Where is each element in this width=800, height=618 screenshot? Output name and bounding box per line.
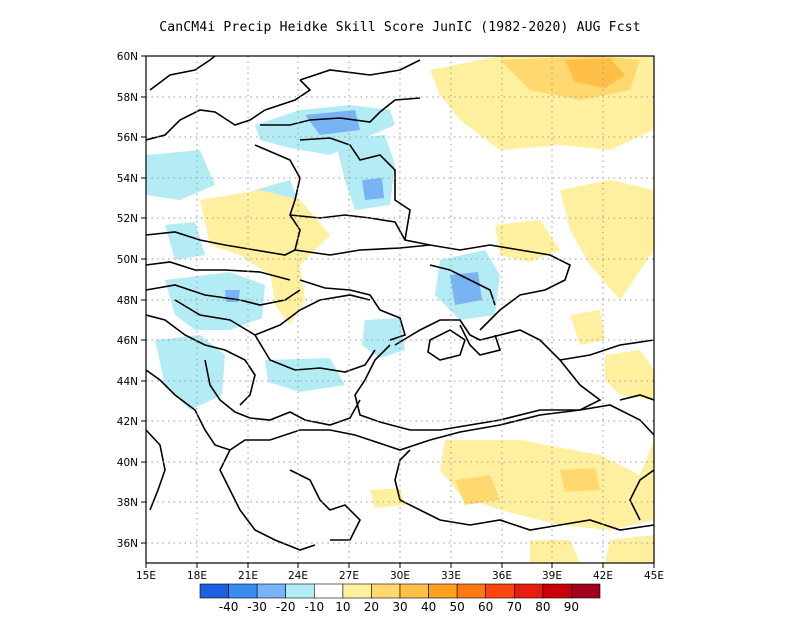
skill-area-hungary (165, 272, 265, 330)
y-tick-label: 36N (117, 538, 138, 550)
colorbar-swatch (199, 583, 229, 599)
x-tick-label: 45E (644, 570, 664, 582)
colorbar-label: 70 (507, 600, 522, 614)
y-tick-label: 50N (117, 254, 138, 266)
x-tick-label: 15E (136, 570, 156, 582)
y-tick-label: 56N (117, 132, 138, 144)
y-tick-label: 44N (117, 376, 138, 388)
colorbar-swatch (342, 583, 372, 599)
coastlines-and-borders (146, 56, 654, 551)
grid (146, 56, 654, 563)
colorbar-label: -10 (304, 600, 324, 614)
colorbar-label: -30 (247, 600, 267, 614)
y-tick-label: 60N (117, 51, 138, 63)
x-tick-label: 27E (339, 570, 359, 582)
colorbar-swatch (228, 583, 258, 599)
x-tick-label: 21E (238, 570, 258, 582)
x-tick-label: 18E (187, 570, 207, 582)
colorbar-swatch (428, 583, 458, 599)
y-tick-label: 52N (117, 213, 138, 225)
x-tick-label: 24E (288, 570, 308, 582)
colorbar-label: 10 (335, 600, 350, 614)
y-tick-label: 58N (117, 92, 138, 104)
x-tick-label: 36E (492, 570, 512, 582)
skill-area-belarus-core (362, 178, 384, 200)
skill-area-turkey-se (530, 540, 580, 563)
skill-area-east-edge (570, 310, 605, 345)
skill-area-poland (200, 190, 330, 275)
skill-area-aegean (370, 488, 405, 508)
colorbar-label: 30 (392, 600, 407, 614)
x-tick-label: 30E (390, 570, 410, 582)
x-tick-label: 39E (542, 570, 562, 582)
colorbar-label: 50 (449, 600, 464, 614)
colorbar-label: 60 (478, 600, 493, 614)
y-axis: 36N 38N 40N 42N 44N 46N 48N 50N 52N 54N … (117, 51, 146, 550)
x-tick-label: 33E (441, 570, 461, 582)
y-tick-label: 48N (117, 295, 138, 307)
colorbar-swatch (313, 583, 344, 599)
skill-shading (146, 56, 654, 563)
colorbar-swatch (399, 583, 429, 599)
skill-area-austria (165, 222, 205, 260)
skill-area-slovakia (270, 265, 305, 325)
y-tick-label: 38N (117, 497, 138, 509)
skill-area-turkey-core (455, 475, 500, 505)
colorbar-label: 20 (364, 600, 379, 614)
skill-area-turkey-east (560, 468, 600, 492)
skill-area-russia-orange (565, 58, 625, 88)
colorbar-label: 40 (421, 600, 436, 614)
y-tick-label: 46N (117, 335, 138, 347)
skill-area-germany (146, 150, 215, 200)
skill-area-syria (605, 535, 654, 563)
colorbar-swatch (285, 583, 315, 599)
x-tick-label: 42E (593, 570, 613, 582)
skill-area-balkans-west (155, 335, 225, 410)
colorbar-swatch (456, 583, 487, 599)
y-tick-label: 54N (117, 173, 138, 185)
colorbar-swatch (371, 583, 401, 599)
colorbar-swatch (571, 583, 601, 599)
colorbar-label: 90 (564, 600, 579, 614)
skill-area-georgia (605, 350, 654, 400)
colorbar-label: -20 (276, 600, 296, 614)
colorbar-swatch (256, 583, 287, 599)
colorbar-swatch (485, 583, 515, 599)
colorbar-label: 80 (535, 600, 550, 614)
skill-area-romania-east (362, 318, 405, 358)
x-axis: 15E 18E 21E 24E 27E 30E 33E 36E 39E 42E … (136, 563, 664, 582)
skill-area-caucasus (560, 180, 654, 300)
colorbar-swatch (513, 583, 544, 599)
y-tick-label: 42N (117, 416, 138, 428)
y-tick-label: 40N (117, 457, 138, 469)
colorbar: -40 -30 -20 -10 10 20 30 40 50 60 70 80 … (199, 583, 601, 614)
skill-area-donbas-core (450, 272, 482, 305)
map-title: CanCM4i Precip Heidke Skill Score JunIC … (159, 20, 641, 35)
colorbar-label: -40 (219, 600, 239, 614)
colorbar-swatch (542, 583, 572, 599)
skill-area-russia-south (495, 220, 560, 262)
skill-area-latvia-core (305, 110, 360, 135)
